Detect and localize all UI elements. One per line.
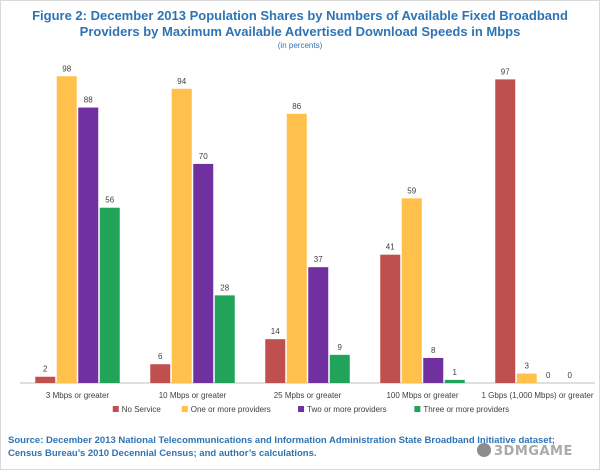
data-label: 9 bbox=[338, 343, 343, 352]
bar-two-or-more-providers-0 bbox=[78, 107, 99, 383]
bar-one-or-more-providers-3 bbox=[401, 198, 422, 383]
data-label: 86 bbox=[292, 102, 301, 111]
data-label: 8 bbox=[431, 346, 436, 355]
legend-label: One or more providers bbox=[191, 405, 271, 414]
bar-two-or-more-providers-3 bbox=[423, 357, 444, 383]
data-label: 59 bbox=[407, 186, 416, 195]
bar-three-or-more-providers-0 bbox=[99, 207, 120, 383]
bar-no-service-4 bbox=[495, 79, 516, 383]
bar-one-or-more-providers-1 bbox=[171, 88, 192, 383]
x-tick-label: 1 Gbps (1,000 Mbps) or greater bbox=[481, 391, 593, 400]
bar-no-service-0 bbox=[35, 376, 56, 383]
x-tick-label: 10 Mbps or greater bbox=[159, 391, 227, 400]
source-line-1: Source: December 2013 National Telecommu… bbox=[8, 435, 555, 446]
legend-label: No Service bbox=[122, 405, 162, 414]
bar-one-or-more-providers-2 bbox=[286, 113, 307, 383]
bar-two-or-more-providers-1 bbox=[193, 163, 214, 383]
chart-title-line-2: Providers by Maximum Available Advertise… bbox=[79, 24, 521, 39]
x-tick-label: 3 Mbps or greater bbox=[46, 391, 109, 400]
watermark-icon bbox=[477, 443, 491, 457]
data-label: 88 bbox=[84, 96, 93, 105]
bar-three-or-more-providers-2 bbox=[329, 354, 350, 383]
bar-three-or-more-providers-3 bbox=[444, 379, 465, 383]
data-label: 6 bbox=[158, 352, 163, 361]
chart-title: Figure 2: December 2013 Population Share… bbox=[0, 8, 600, 40]
legend-label: Two or more providers bbox=[307, 405, 387, 414]
watermark-text: 3DMGAME bbox=[494, 444, 573, 459]
data-label: 28 bbox=[220, 283, 229, 292]
data-label: 37 bbox=[314, 255, 323, 264]
source-note: Source: December 2013 National Telecommu… bbox=[8, 434, 598, 460]
data-label: 41 bbox=[386, 243, 395, 252]
bar-no-service-1 bbox=[150, 364, 171, 383]
data-label: 94 bbox=[177, 77, 186, 86]
data-label: 70 bbox=[199, 152, 208, 161]
x-tick-label: 100 Mbps or greater bbox=[386, 391, 458, 400]
bar-no-service-2 bbox=[265, 339, 286, 383]
source-line-2: Census Bureau’s 2010 Decennial Census; a… bbox=[8, 448, 317, 459]
data-label: 97 bbox=[501, 67, 510, 76]
chart-subtitle: (in percents) bbox=[277, 41, 323, 50]
legend-label: Three or more providers bbox=[423, 405, 509, 414]
data-label: 3 bbox=[525, 362, 530, 371]
x-tick-label: 25 Mpbs or greater bbox=[274, 391, 342, 400]
data-label: 0 bbox=[568, 371, 573, 380]
data-label: 56 bbox=[105, 196, 114, 205]
bar-one-or-more-providers-4 bbox=[516, 373, 537, 383]
legend-swatch bbox=[181, 406, 188, 412]
chart-title-line-1: Figure 2: December 2013 Population Share… bbox=[32, 8, 568, 23]
data-label: 1 bbox=[453, 368, 458, 377]
bar-one-or-more-providers-0 bbox=[56, 76, 77, 383]
data-label: 98 bbox=[62, 64, 71, 73]
watermark-logo: 3DMGAME bbox=[477, 443, 573, 459]
legend-swatch bbox=[298, 406, 305, 412]
bar-no-service-3 bbox=[380, 254, 401, 383]
bar-two-or-more-providers-2 bbox=[308, 267, 329, 383]
data-label: 14 bbox=[271, 327, 280, 336]
data-label: 2 bbox=[43, 365, 48, 374]
data-label: 0 bbox=[546, 371, 551, 380]
legend-swatch bbox=[414, 406, 421, 412]
legend-swatch bbox=[112, 406, 119, 412]
bar-three-or-more-providers-1 bbox=[214, 295, 235, 383]
